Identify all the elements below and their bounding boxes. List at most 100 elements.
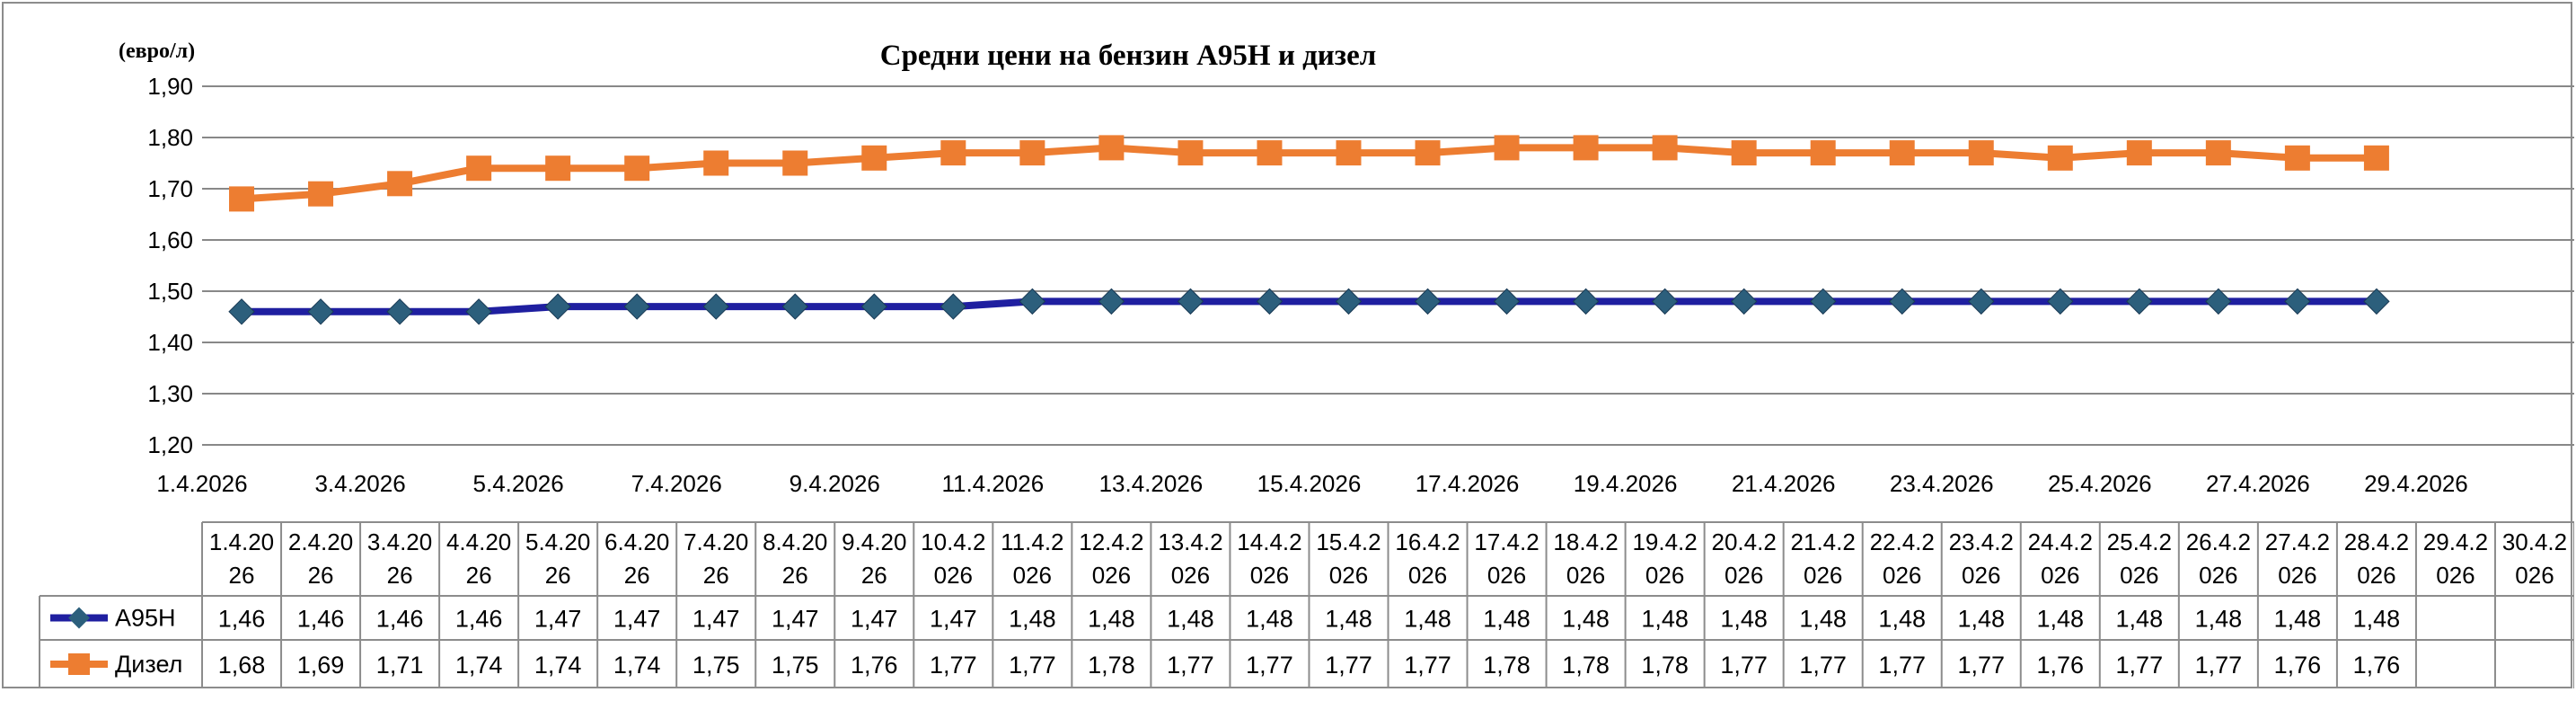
x-tick-label: 3.4.2026	[314, 470, 405, 497]
table-date-header: 15.4.2	[1316, 528, 1381, 555]
table-date-header: 026	[1092, 562, 1131, 589]
table-date-header: 026	[1329, 562, 1368, 589]
table-date-header: 26	[861, 562, 887, 589]
table-date-header: 026	[2515, 562, 2554, 589]
table-value-cell: 1,47	[534, 606, 582, 633]
data-point-a95h	[940, 293, 967, 320]
table-date-header: 026	[1804, 562, 1842, 589]
table-value-cell: 1,78	[1562, 652, 1610, 679]
table-date-header: 026	[1645, 562, 1684, 589]
table-value-cell: 1,46	[218, 606, 266, 633]
table-value-cell: 1,71	[376, 652, 424, 679]
y-tick-label: 1,40	[147, 329, 193, 356]
table-date-header: 026	[1408, 562, 1447, 589]
table-value-cell: 1,48	[1246, 606, 1293, 633]
table-value-cell: 1,48	[1878, 606, 1926, 633]
x-tick-label: 13.4.2026	[1099, 470, 1204, 497]
table-date-header: 026	[2278, 562, 2316, 589]
table-value-cell: 1,78	[1483, 652, 1531, 679]
table-value-cell: 1,77	[1720, 652, 1768, 679]
table-date-header: 4.4.20	[446, 528, 511, 555]
table-date-header: 2.4.20	[288, 528, 353, 555]
table-date-header: 18.4.2	[1553, 528, 1618, 555]
data-point-a95h	[702, 293, 729, 320]
table-date-header: 026	[1883, 562, 1921, 589]
table-value-cell: 1,46	[297, 606, 345, 633]
table-value-cell: 1,48	[2274, 606, 2322, 633]
data-point-diesel	[2284, 145, 2310, 171]
table-value-cell: 1,77	[1799, 652, 1847, 679]
data-point-diesel	[1494, 135, 1520, 161]
table-value-cell: 1,46	[376, 606, 424, 633]
table-date-header: 026	[2120, 562, 2158, 589]
table-date-header: 30.4.2	[2502, 528, 2567, 555]
table-value-cell: 1,77	[1246, 652, 1293, 679]
table-value-cell: 1,48	[2116, 606, 2164, 633]
table-date-header: 9.4.20	[842, 528, 906, 555]
table-value-cell: 1,47	[613, 606, 661, 633]
table-value-cell: 1,74	[534, 652, 582, 679]
data-point-a95h	[781, 293, 808, 320]
table-value-cell: 1,48	[1799, 606, 1847, 633]
x-tick-label: 25.4.2026	[2048, 470, 2152, 497]
table-value-cell: 1,74	[455, 652, 503, 679]
table-date-header: 026	[2436, 562, 2475, 589]
data-point-a95h	[1256, 288, 1284, 315]
table-date-header: 26	[229, 562, 255, 589]
table-date-header: 7.4.20	[684, 528, 748, 555]
table-value-cell: 1,77	[1404, 652, 1451, 679]
legend-marker-a95h	[68, 607, 90, 629]
y-tick-label: 1,30	[147, 380, 193, 407]
data-point-diesel	[2126, 140, 2152, 166]
table-date-header: 26	[624, 562, 650, 589]
data-point-diesel	[1415, 140, 1441, 166]
legend-marker-diesel	[68, 653, 90, 675]
table-value-cell: 1,77	[1167, 652, 1214, 679]
data-point-a95h	[2126, 288, 2153, 315]
data-point-diesel	[1178, 140, 1204, 166]
x-tick-label: 21.4.2026	[1732, 470, 1836, 497]
table-date-header: 26	[308, 562, 334, 589]
x-tick-label: 15.4.2026	[1257, 470, 1362, 497]
table-date-header: 17.4.2	[1474, 528, 1539, 555]
series-line-diesel	[241, 144, 2377, 203]
table-date-header: 026	[1013, 562, 1052, 589]
data-point-a95h	[1414, 288, 1442, 315]
data-point-diesel	[1968, 140, 1994, 166]
data-point-diesel	[861, 145, 887, 171]
data-point-diesel	[1573, 135, 1599, 161]
table-value-cell: 1,74	[613, 652, 661, 679]
y-tick-label: 1,90	[147, 73, 193, 100]
x-tick-label: 1.4.2026	[156, 470, 247, 497]
table-date-header: 10.4.2	[921, 528, 985, 555]
table-value-cell: 1,48	[1641, 606, 1689, 633]
y-axis-label: (евро/л)	[119, 40, 195, 63]
data-point-a95h	[1968, 288, 1995, 315]
table-date-header: 21.4.2	[1791, 528, 1856, 555]
table-date-header: 026	[1962, 562, 2000, 589]
data-point-a95h	[386, 298, 413, 325]
legend-label-diesel: Дизел	[115, 651, 182, 678]
table-date-header: 24.4.2	[2028, 528, 2093, 555]
table-value-cell: 1,47	[693, 606, 740, 633]
table-value-cell: 1,77	[1957, 652, 2005, 679]
table-value-cell: 1,75	[693, 652, 740, 679]
data-point-diesel	[1810, 140, 1836, 166]
table-date-header: 14.4.2	[1237, 528, 1301, 555]
table-value-cell: 1,47	[772, 606, 819, 633]
data-point-diesel	[624, 155, 650, 182]
data-point-diesel	[387, 171, 413, 197]
data-point-a95h	[544, 293, 571, 320]
table-value-cell: 1,77	[1009, 652, 1056, 679]
table-date-header: 23.4.2	[1949, 528, 2014, 555]
table-value-cell: 1,78	[1088, 652, 1135, 679]
table-date-header: 026	[1725, 562, 1763, 589]
table-date-header: 026	[934, 562, 973, 589]
table-date-header: 6.4.20	[604, 528, 669, 555]
legend-label-a95h: A95H	[115, 605, 176, 632]
table-date-header: 26	[466, 562, 492, 589]
chart-title: Средни цени на бензин A95H и дизел	[880, 40, 1376, 72]
table-date-header: 026	[2357, 562, 2395, 589]
table-date-header: 8.4.20	[763, 528, 827, 555]
data-point-diesel	[940, 140, 966, 166]
